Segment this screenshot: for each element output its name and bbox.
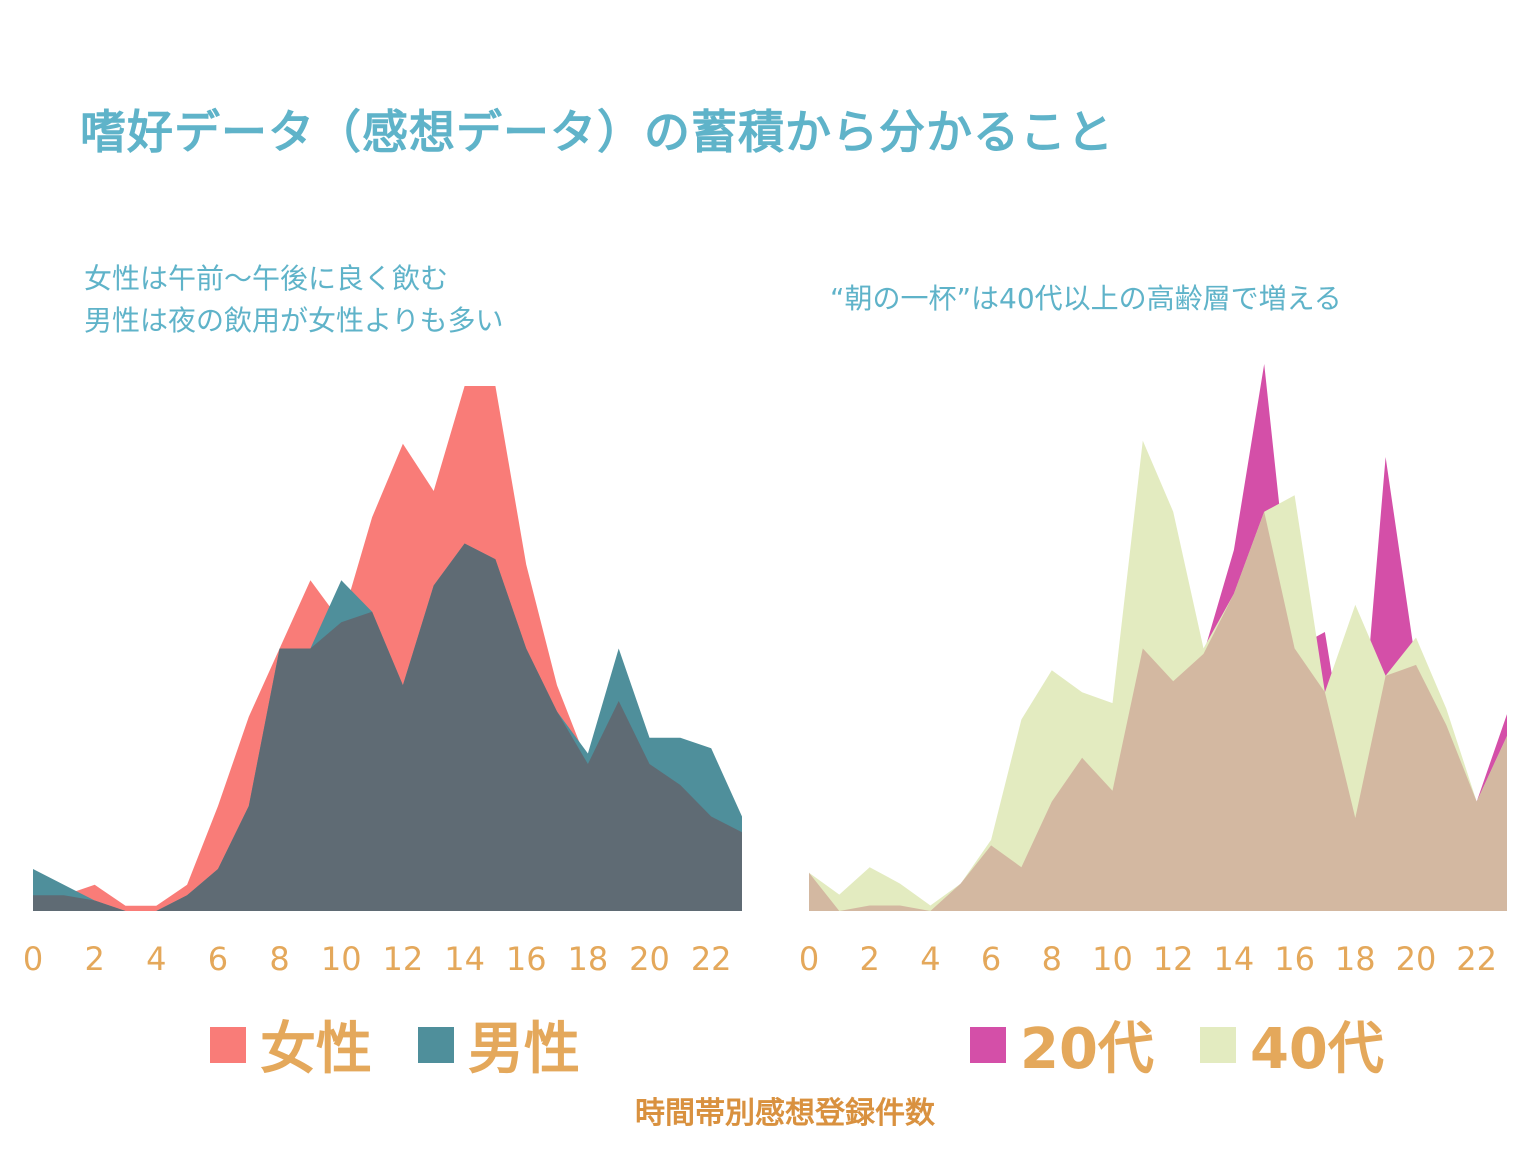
x-tick-label: 14 xyxy=(444,940,485,978)
x-tick-label: 18 xyxy=(568,940,609,978)
left-chart-note-line2: 男性は夜の飲用が女性よりも多い xyxy=(84,304,504,337)
x-tick-label: 12 xyxy=(1153,940,1194,978)
legend-label-40s: 40代 xyxy=(1249,1017,1384,1082)
x-tick-label: 4 xyxy=(146,940,166,978)
area-overlap xyxy=(33,543,742,911)
x-tick-label: 2 xyxy=(84,940,104,978)
legend-label-20s: 20代 xyxy=(1020,1017,1154,1082)
page-title: 嗜好データ（感想データ）の蓄積から分かること xyxy=(80,105,1114,159)
legend-label-male: 男性 xyxy=(468,1017,580,1082)
x-tick-label: 10 xyxy=(1092,940,1133,978)
chart-caption: 時間帯別感想登録件数 xyxy=(635,1096,935,1131)
x-tick-label: 6 xyxy=(981,940,1001,978)
x-tick-label: 10 xyxy=(321,940,362,978)
legend-swatch-male xyxy=(418,1026,454,1063)
x-tick-label: 16 xyxy=(506,940,547,978)
legend-swatch-20s xyxy=(970,1026,1006,1063)
legend-item-male: 男性 xyxy=(418,1004,580,1085)
x-tick-label: 20 xyxy=(629,940,670,978)
right-chart-note: “朝の一杯”は40代以上の高齢層で増える xyxy=(830,282,1342,315)
legend-item-20s: 20代 xyxy=(970,1004,1154,1085)
x-tick-label: 22 xyxy=(1456,940,1497,978)
area-overlap xyxy=(809,511,1507,911)
x-tick-label: 2 xyxy=(860,940,880,978)
legend-swatch-40s xyxy=(1199,1026,1236,1063)
x-tick-label: 0 xyxy=(799,940,819,978)
x-tick-label: 0 xyxy=(23,940,43,978)
x-tick-label: 14 xyxy=(1214,940,1255,978)
x-tick-label: 4 xyxy=(920,940,940,978)
x-tick-label: 12 xyxy=(383,940,424,978)
legend-swatch-female xyxy=(210,1026,246,1063)
x-tick-label: 18 xyxy=(1335,940,1376,978)
right-area-chart: 0 2 4 6 8 10 12 14 16 18 20 22 xyxy=(799,364,1507,978)
x-tick-label: 8 xyxy=(1042,940,1062,978)
legend-item-female: 女性 xyxy=(210,1004,372,1085)
right-legend: 20代 40代 xyxy=(970,1004,1430,1085)
left-chart-note: 女性は午前〜午後に良く飲む 男性は夜の飲用が女性よりも多い xyxy=(84,258,503,342)
x-tick-label: 16 xyxy=(1274,940,1315,978)
x-tick-label: 22 xyxy=(691,940,732,978)
x-tick-label: 6 xyxy=(208,940,228,978)
legend-label-female: 女性 xyxy=(260,1017,372,1082)
left-legend: 女性 男性 xyxy=(210,1004,626,1085)
legend-item-40s: 40代 xyxy=(1199,1004,1384,1085)
left-chart-note-line1: 女性は午前〜午後に良く飲む xyxy=(84,262,449,295)
left-area-chart: 0 2 4 6 8 10 12 14 16 18 20 22 xyxy=(23,386,742,978)
x-tick-label: 20 xyxy=(1396,940,1437,978)
x-tick-label: 8 xyxy=(269,940,289,978)
